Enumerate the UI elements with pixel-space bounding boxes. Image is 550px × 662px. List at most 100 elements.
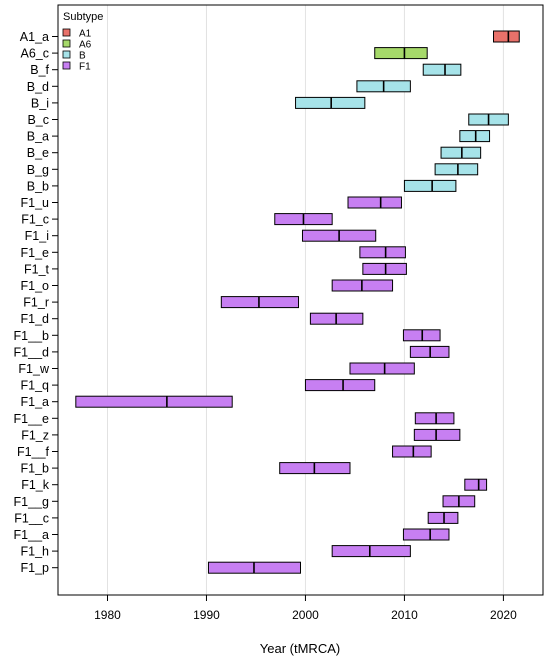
bar-row <box>309 312 364 325</box>
row-label: F1_k <box>21 478 50 492</box>
bar-row <box>359 246 406 259</box>
legend-label: A1 <box>79 29 92 40</box>
bar-row <box>356 80 411 93</box>
range-bar <box>374 47 428 60</box>
row-label: B_b <box>27 179 49 193</box>
range-bars <box>75 30 520 574</box>
row-label: F1_e <box>21 246 50 260</box>
bar-row <box>427 511 459 524</box>
legend-label: A6 <box>79 40 92 51</box>
row-label: F1_p <box>21 561 50 575</box>
row-label: F1__b <box>14 329 49 343</box>
range-bar <box>413 428 461 441</box>
bar-row <box>413 428 461 441</box>
x-tick-label: 1990 <box>193 608 220 622</box>
x-tick-label: 2020 <box>490 608 517 622</box>
bar-row <box>402 528 450 541</box>
range-bar <box>459 130 491 143</box>
row-label: F1_h <box>21 545 50 559</box>
range-bar <box>295 96 366 109</box>
row-label: F1__a <box>14 528 49 542</box>
range-bar <box>464 478 488 491</box>
row-label: F1_i <box>25 229 49 243</box>
row-label: A6_c <box>21 47 50 61</box>
legend-swatch <box>62 50 71 59</box>
row-label: F1_r <box>23 296 49 310</box>
range-bar <box>440 146 482 159</box>
bar-row <box>331 545 411 558</box>
row-label: B_c <box>27 113 49 127</box>
row-label: F1_z <box>21 428 49 442</box>
bar-row <box>301 229 377 242</box>
bar-row <box>347 196 402 209</box>
range-bar <box>392 445 432 458</box>
row-labels: A1_a A6_c B_f B_d B_i B_c B_a B_e B_g B_b F1_u F1_c… <box>14 30 58 575</box>
bar-row <box>468 113 509 126</box>
bar-row <box>434 163 479 176</box>
row-label: F1_a <box>21 395 50 409</box>
bar-row <box>493 30 520 43</box>
bar-row <box>403 179 457 192</box>
row-label: B_a <box>27 130 49 144</box>
bar-row <box>440 146 482 159</box>
legend-swatch <box>62 39 71 48</box>
legend-label: F1 <box>79 62 91 73</box>
bar-row <box>274 213 333 226</box>
plot-frame <box>57 4 544 596</box>
row-label: A1_a <box>20 30 49 44</box>
row-label: B_e <box>27 146 49 160</box>
x-tick-label: 2010 <box>391 608 418 622</box>
bar-row <box>295 96 366 109</box>
row-label: F1_c <box>21 213 49 227</box>
row-label: F1_w <box>18 362 50 376</box>
range-bar <box>220 296 300 309</box>
range-bar <box>359 246 406 259</box>
bar-row <box>402 329 441 342</box>
range-bar <box>331 545 411 558</box>
x-axis-title: Year (tMRCA) <box>260 641 340 656</box>
range-bar <box>349 362 415 375</box>
legend-label: B <box>79 51 86 62</box>
bar-row <box>464 478 488 491</box>
x-tick-label: 1980 <box>94 608 121 622</box>
bar-row <box>362 262 407 275</box>
range-bar <box>414 412 455 425</box>
row-label: B_d <box>27 80 49 94</box>
range-bar <box>362 262 407 275</box>
bar-row <box>75 395 233 408</box>
x-axis: 1980 1990 2000 2010 2020 <box>94 595 517 622</box>
row-label: B_g <box>27 163 49 177</box>
bar-row <box>374 47 428 60</box>
row-label: F1__c <box>14 511 49 525</box>
range-bar <box>403 179 457 192</box>
bar-row <box>207 561 301 574</box>
range-bar <box>75 395 233 408</box>
bar-row <box>392 445 432 458</box>
range-bar <box>304 379 376 392</box>
row-label: B_f <box>30 63 49 77</box>
bar-row <box>304 379 376 392</box>
range-bar <box>422 63 462 76</box>
bar-row <box>331 279 394 292</box>
legend-title: Subtype <box>63 11 103 23</box>
bar-row <box>409 345 450 358</box>
legend-swatch <box>62 28 71 37</box>
range-bar <box>493 30 520 43</box>
legend-swatch <box>62 61 71 70</box>
bar-row <box>442 495 476 508</box>
row-label: F1__f <box>17 445 49 459</box>
bar-row <box>279 462 351 475</box>
row-label: F1_b <box>21 462 50 476</box>
range-bar <box>427 511 459 524</box>
range-bar <box>347 196 402 209</box>
row-label: F1_o <box>21 279 50 293</box>
range-bar <box>434 163 479 176</box>
bar-row <box>422 63 462 76</box>
bar-row <box>220 296 300 309</box>
bar-row <box>414 412 455 425</box>
row-label: F1__e <box>14 412 49 426</box>
row-label: F1_u <box>21 196 50 210</box>
row-label: F1__d <box>14 345 49 359</box>
bar-row <box>349 362 415 375</box>
